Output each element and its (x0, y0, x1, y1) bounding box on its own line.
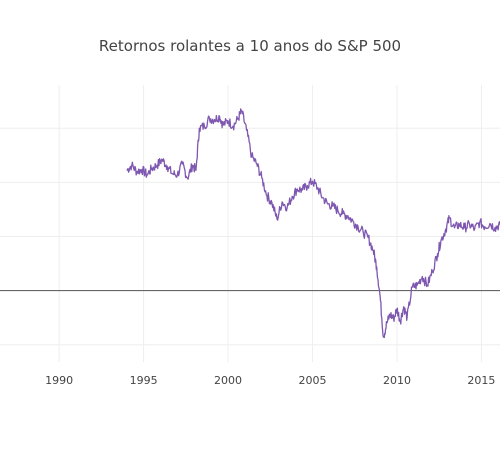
series-line (126, 108, 500, 339)
x-tick-label: 2010 (383, 374, 411, 387)
x-tick-label: 1995 (130, 374, 158, 387)
chart-title: Retornos rolantes a 10 anos do S&P 500 (99, 37, 401, 55)
x-tick-label: 2005 (299, 374, 327, 387)
x-tick-label: 1990 (45, 374, 73, 387)
x-tick-label: 2000 (214, 374, 242, 387)
x-tick-label: 2015 (467, 374, 495, 387)
x-axis-ticks: 1990 1995 2000 2005 2010 2015 (45, 374, 495, 387)
grid (0, 85, 500, 362)
